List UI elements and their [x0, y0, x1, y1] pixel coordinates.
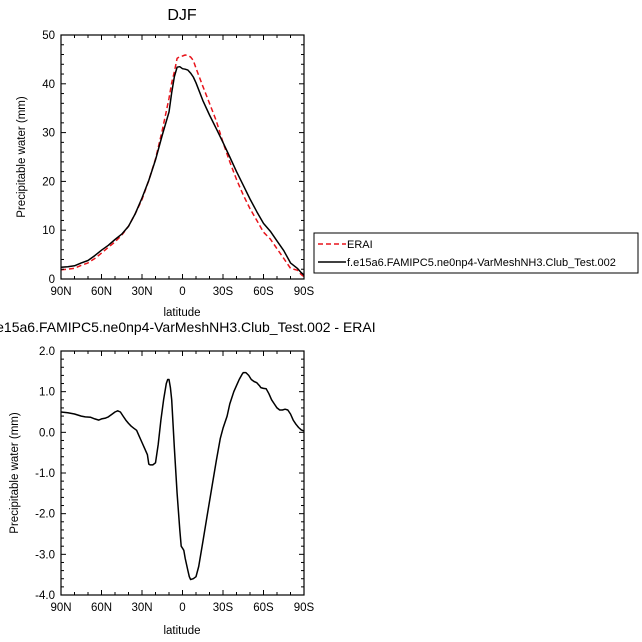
x-tick-label: 0: [179, 286, 185, 298]
y-tick-label: -1.0: [35, 468, 55, 480]
precipitable-water-plot: DJF 90N 60N 30N 0 30S 60S 90S 0 10 20 30 40 50 latit…: [16, 7, 315, 319]
top-y-axis-label: Precipitable water (mm): [16, 96, 28, 218]
y-tick-label: 30: [42, 128, 55, 140]
series-line-erai: [60, 54, 305, 278]
difference-plot: f.e15a6.FAMIPC5.ne0np4-VarMeshNH3.Club_T…: [0, 319, 376, 637]
bottom-axis-ticks: 90N 60N 30N 0 30S 60S 90S -4.0 -3.0 -2.0 -1.0 0.0 1.…: [35, 346, 314, 614]
x-tick-label: 60S: [253, 602, 274, 614]
y-tick-label: -3.0: [35, 549, 55, 561]
series-line-difference: [60, 371, 305, 581]
x-tick-label: 30N: [131, 286, 152, 298]
bottom-chart-title: f.e15a6.FAMIPC5.ne0np4-VarMeshNH3.Club_T…: [0, 319, 376, 335]
y-tick-label: 40: [42, 79, 55, 91]
top-x-axis-label: latitude: [163, 307, 200, 319]
legend-label-erai: ERAI: [347, 239, 373, 251]
y-tick-label: 10: [42, 225, 55, 237]
y-tick-label: 0.0: [39, 427, 55, 439]
x-tick-label: 30S: [213, 602, 234, 614]
y-tick-label: 1.0: [39, 387, 55, 399]
x-tick-label: 90S: [294, 286, 315, 298]
top-series-group: [60, 54, 305, 278]
y-tick-label: 20: [42, 176, 55, 188]
top-axis-ticks: 90N 60N 30N 0 30S 60S 90S 0 10 20 30 40 50: [42, 30, 314, 298]
series-line-model: [60, 65, 305, 276]
x-tick-label: 90S: [294, 602, 315, 614]
y-tick-label: 0: [49, 274, 55, 286]
x-tick-label: 30N: [131, 602, 152, 614]
bottom-x-axis-label: latitude: [163, 625, 200, 637]
x-tick-label: 60N: [91, 602, 112, 614]
x-tick-label: 60S: [253, 286, 274, 298]
legend-label-model: f.e15a6.FAMIPC5.ne0np4-VarMeshNH3.Club_T…: [347, 257, 616, 269]
legend-box: [313, 232, 639, 274]
x-tick-label: 30S: [213, 286, 234, 298]
y-tick-label: 2.0: [39, 346, 55, 358]
top-chart-title: DJF: [167, 7, 197, 24]
y-tick-label: -4.0: [35, 590, 55, 602]
y-tick-label: 50: [42, 30, 55, 42]
y-tick-label: -2.0: [35, 509, 55, 521]
bottom-plot-frame: [60, 350, 305, 596]
top-plot-frame: [60, 34, 305, 280]
x-tick-label: 90N: [50, 286, 71, 298]
bottom-series-group: [60, 371, 305, 581]
x-tick-label: 60N: [91, 286, 112, 298]
x-tick-label: 90N: [50, 602, 71, 614]
legend: ERAI f.e15a6.FAMIPC5.ne0np4-VarMeshNH3.C…: [313, 232, 639, 274]
bottom-y-axis-label: Precipitable water (mm): [9, 412, 21, 534]
x-tick-label: 0: [179, 602, 185, 614]
